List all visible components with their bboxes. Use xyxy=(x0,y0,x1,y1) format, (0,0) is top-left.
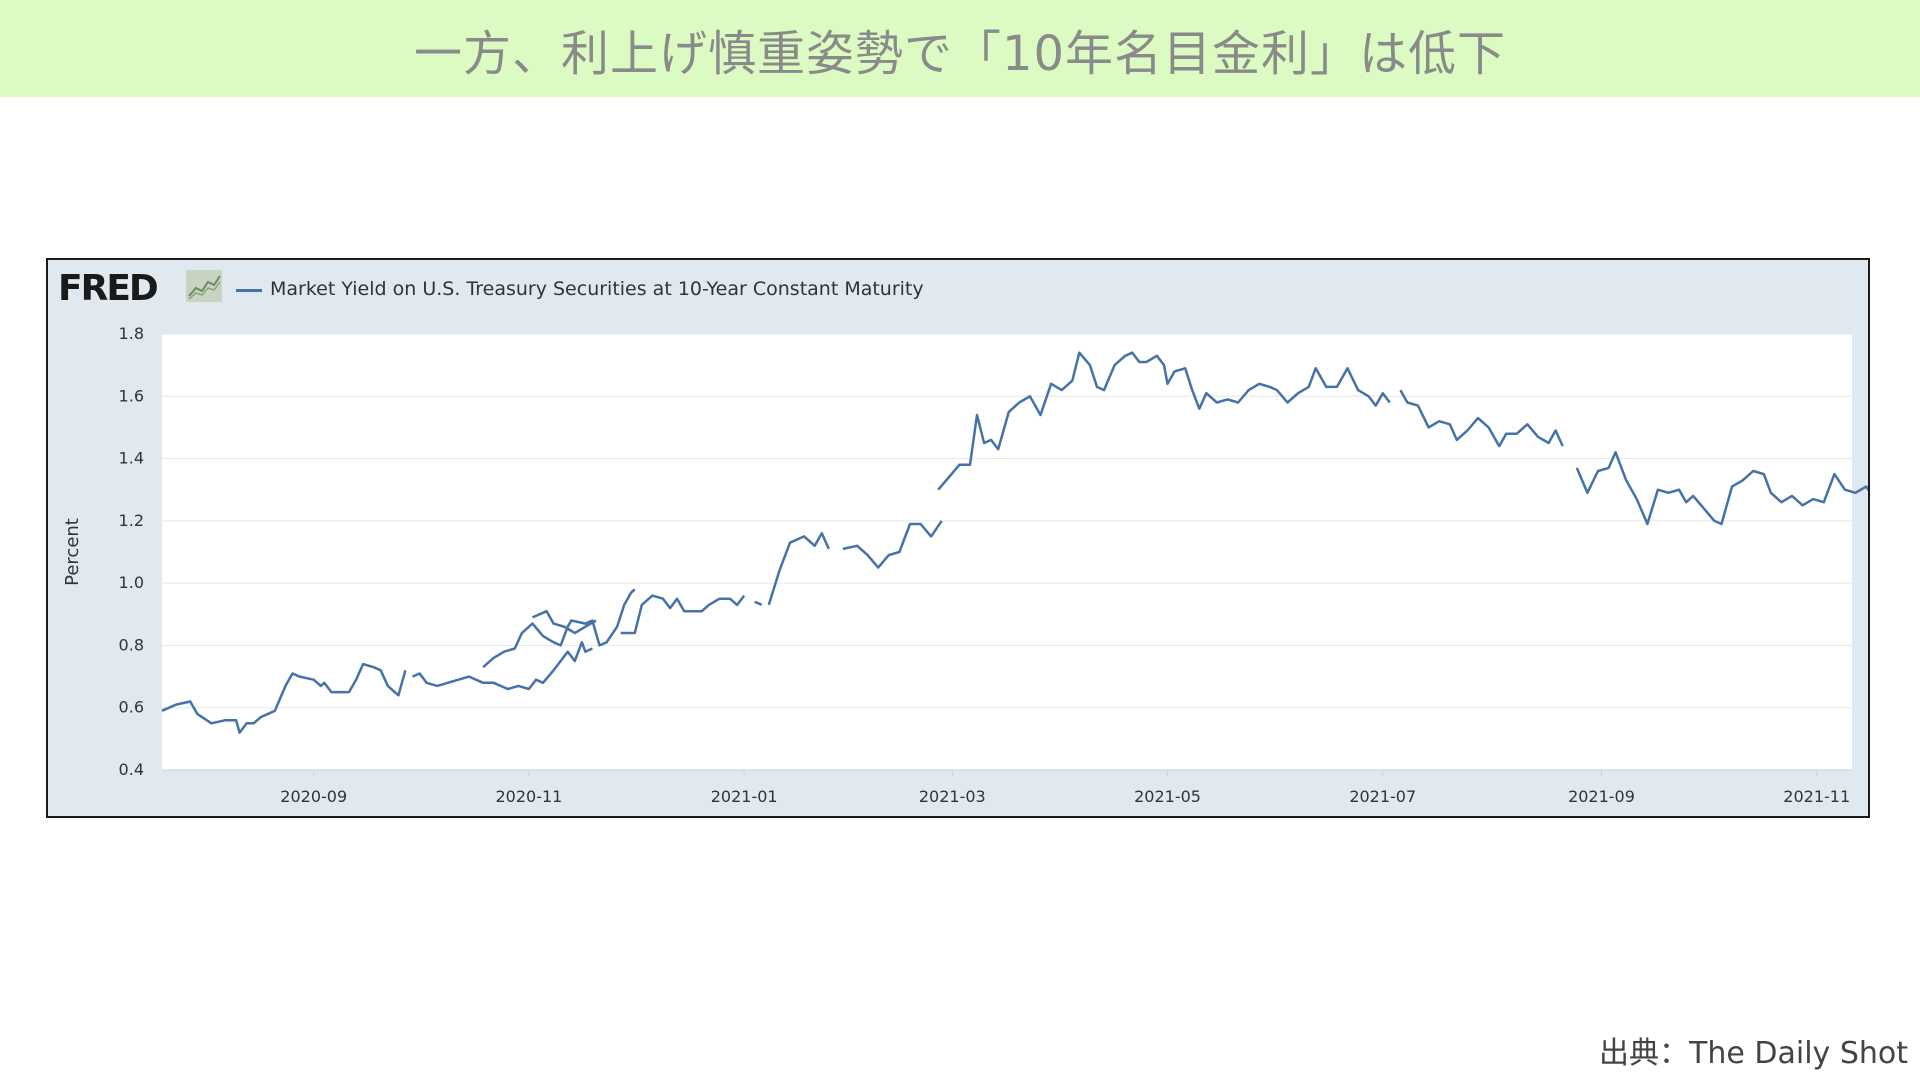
fred-logo: FRED xyxy=(58,268,159,309)
y-axis-ticks: 0.4 0.6 0.8 1.0 1.2 1.4 1.6 1.8 xyxy=(119,324,144,779)
y-tick-label: 0.6 xyxy=(119,698,144,717)
line-chart: 0.40.60.81.01.21.41.61.8 2020-09 2020-11 2… xyxy=(62,324,1868,806)
slide-title: 一方、利上げ慎重姿勢で「10年名目金利」は低下 xyxy=(413,25,1507,82)
x-tick-label: 2021-09 xyxy=(1568,787,1635,806)
series-line-segment xyxy=(482,588,636,669)
y-tick-label: 1.2 xyxy=(119,511,144,530)
series-line-segment xyxy=(937,351,1391,491)
x-tick-label: 2021-07 xyxy=(1349,787,1416,806)
series-line-segment xyxy=(620,594,746,635)
series-line-segment xyxy=(531,609,597,635)
legend-swatch xyxy=(236,289,262,292)
slide-title-band: 一方、利上げ慎重姿勢で「10年名目金利」は低下 xyxy=(0,0,1920,97)
series-line-segment xyxy=(161,662,407,734)
y-tick-label: 0.4 xyxy=(119,760,144,779)
x-tick-label: 2021-01 xyxy=(711,787,778,806)
x-tick-label: 2021-11 xyxy=(1783,787,1850,806)
plot-area xyxy=(162,334,1852,770)
series-line-segment xyxy=(754,600,763,607)
series-line-segment xyxy=(1399,389,1564,448)
fred-line-chart-icon xyxy=(186,270,222,302)
x-tick-label: 2021-03 xyxy=(919,787,986,806)
series-line-segment xyxy=(842,520,943,569)
source-credit: 出典：The Daily Shot xyxy=(1599,1036,1908,1071)
x-axis-ticks: 2020-09 2020-11 2021-01 2021-03 2021-05 2021-… xyxy=(280,770,1850,806)
x-tick-label: 2020-11 xyxy=(496,787,563,806)
y-tick-label: 1.8 xyxy=(119,324,144,343)
y-tick-label: 1.6 xyxy=(119,386,144,405)
x-tick-label: 2020-09 xyxy=(280,787,347,806)
gridlines xyxy=(162,333,1852,771)
series-line-segment xyxy=(1575,451,1868,526)
series-group xyxy=(161,351,1868,734)
legend-label: Market Yield on U.S. Treasury Securities… xyxy=(270,278,924,300)
y-tick-label: 0.8 xyxy=(119,635,144,654)
fred-chart-panel: FRED Market Yield on U.S. Treasury Secur… xyxy=(46,258,1870,818)
y-axis-title: Percent xyxy=(62,518,83,586)
series-line-segment xyxy=(411,641,593,691)
x-tick-label: 2021-05 xyxy=(1134,787,1201,806)
y-tick-label: 1.0 xyxy=(119,573,144,592)
y-tick-label: 1.4 xyxy=(119,449,144,468)
series-line-segment xyxy=(767,532,830,606)
